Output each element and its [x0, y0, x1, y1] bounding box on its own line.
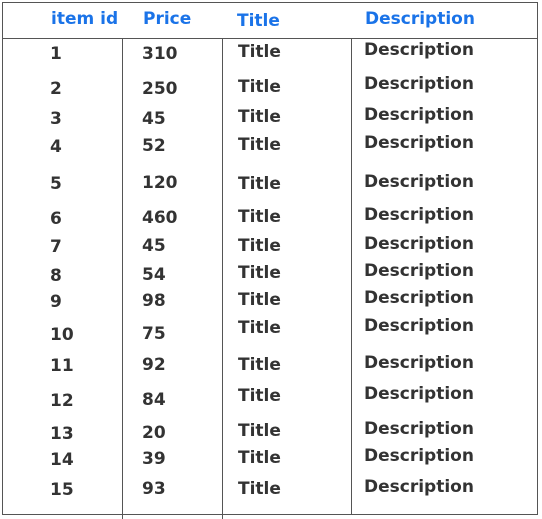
cell-item-id: 6: [50, 209, 62, 229]
cell-price: 39: [142, 449, 166, 469]
cell-price: 54: [142, 265, 166, 285]
cell-title: Title: [238, 318, 281, 338]
cell-price: 75: [142, 324, 166, 344]
cell-description: Description: [364, 419, 474, 439]
cell-item-id: 12: [50, 391, 74, 411]
cell-description: Description: [364, 477, 474, 497]
column-divider-price-title: [222, 38, 223, 519]
cell-title: Title: [238, 479, 281, 499]
cell-description: Description: [364, 205, 474, 225]
cell-item-id: 15: [50, 480, 74, 500]
cell-item-id: 3: [50, 109, 62, 129]
cell-title: Title: [238, 448, 281, 468]
cell-title: Title: [238, 290, 281, 310]
cell-title: Title: [238, 207, 281, 227]
cell-price: 20: [142, 423, 166, 443]
cell-price: 250: [142, 79, 178, 99]
cell-title: Title: [238, 421, 281, 441]
cell-item-id: 4: [50, 137, 62, 157]
cell-title: Title: [238, 107, 281, 127]
cell-description: Description: [364, 446, 474, 466]
column-header-title[interactable]: Title: [237, 11, 280, 31]
cell-price: 45: [142, 109, 166, 129]
cell-title: Title: [238, 263, 281, 283]
cell-item-id: 11: [50, 356, 74, 376]
cell-description: Description: [364, 316, 474, 336]
cell-item-id: 13: [50, 424, 74, 444]
cell-description: Description: [364, 353, 474, 373]
cell-item-id: 8: [50, 266, 62, 286]
cell-price: 98: [142, 291, 166, 311]
cell-description: Description: [364, 234, 474, 254]
cell-price: 460: [142, 208, 178, 228]
cell-description: Description: [364, 74, 474, 94]
header-divider: [2, 38, 538, 39]
cell-price: 92: [142, 355, 166, 375]
cell-item-id: 14: [50, 450, 74, 470]
column-header-description[interactable]: Description: [365, 9, 475, 29]
column-divider-id-price: [122, 38, 123, 519]
cell-price: 93: [142, 479, 166, 499]
cell-item-id: 5: [50, 174, 62, 194]
column-header-price[interactable]: Price: [143, 9, 192, 29]
cell-description: Description: [364, 384, 474, 404]
table-bottom-border: [2, 514, 538, 515]
cell-title: Title: [238, 174, 281, 194]
cell-price: 120: [142, 173, 178, 193]
cell-price: 45: [142, 236, 166, 256]
cell-price: 310: [142, 44, 178, 64]
cell-title: Title: [238, 77, 281, 97]
cell-item-id: 2: [50, 79, 62, 99]
cell-description: Description: [364, 105, 474, 125]
cell-item-id: 9: [50, 292, 62, 312]
column-header-item-id[interactable]: item id: [51, 9, 119, 29]
cell-title: Title: [238, 386, 281, 406]
cell-title: Title: [238, 355, 281, 375]
cell-item-id: 1: [50, 44, 62, 64]
cell-item-id: 7: [50, 237, 62, 257]
cell-item-id: 10: [50, 325, 74, 345]
cell-price: 84: [142, 390, 166, 410]
cell-description: Description: [364, 40, 474, 60]
cell-title: Title: [238, 135, 281, 155]
cell-price: 52: [142, 136, 166, 156]
cell-title: Title: [238, 236, 281, 256]
cell-description: Description: [364, 261, 474, 281]
cell-description: Description: [364, 288, 474, 308]
cell-description: Description: [364, 172, 474, 192]
column-divider-title-description: [351, 38, 352, 515]
cell-title: Title: [238, 42, 281, 62]
cell-description: Description: [364, 133, 474, 153]
